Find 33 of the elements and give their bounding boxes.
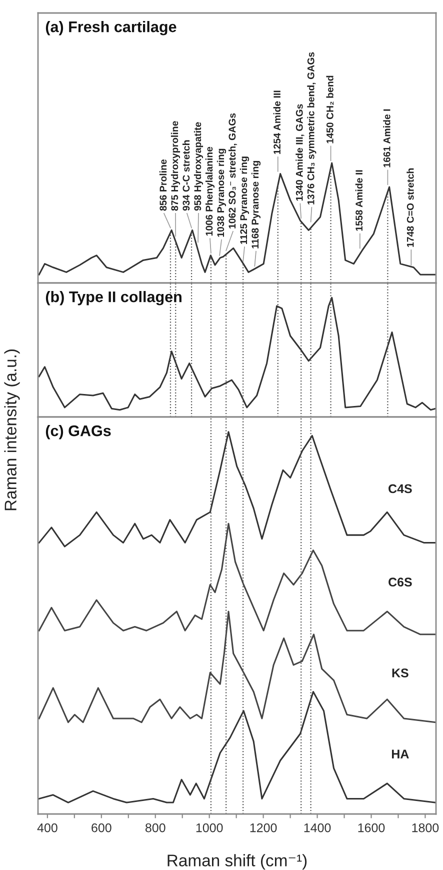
- series-label: C4S: [388, 484, 412, 494]
- x-tick-label: 800: [145, 823, 166, 832]
- annotation: 934 C-C stretch: [182, 140, 190, 211]
- y-axis-title: Raman intensity (a.u.): [4, 350, 20, 510]
- text: HA: [392, 750, 409, 758]
- annotation: 1340 Amide III, GAGs: [296, 104, 304, 201]
- annotation: 856 Proline: [159, 159, 167, 211]
- annotation: 1168 Pyranose ring: [251, 160, 261, 248]
- x-tick-label: 1400: [304, 823, 331, 832]
- annotation: 1038 Pyranose ring: [216, 148, 226, 237]
- x-tick-label: 1600: [358, 823, 385, 832]
- annotation: 1254 Amide III: [273, 90, 280, 154]
- annotation: 1450 CH₂ bend: [326, 76, 334, 144]
- chart-title: (c) GAGs: [46, 425, 111, 440]
- annotation: 875 Hydroxyproline: [170, 121, 180, 211]
- x-tick-label: 1800: [412, 823, 439, 832]
- x-axis-title: Raman shift (cm⁻¹): [168, 854, 307, 870]
- x-tick-label: 400: [37, 823, 58, 832]
- annotation: 1006 Phenylalanine: [205, 146, 215, 236]
- chart-title: (a) Fresh cartilage: [46, 21, 176, 36]
- annotation: 1062 SO₃⁻ stretch, GAGs: [228, 113, 238, 228]
- series-label: KS: [392, 668, 408, 678]
- text: C6S: [388, 578, 412, 587]
- chart-title: (b) Type II collagen: [46, 291, 182, 306]
- annotation: 1558 Amide II: [355, 170, 363, 231]
- annotation: 1661 Amide I: [383, 109, 390, 168]
- x-tick-label: 1000: [196, 823, 223, 832]
- annotation: 1125 Pyranose ring: [240, 156, 250, 244]
- annotation: 1376 CH₃ symmetric bend, GAGs: [307, 52, 316, 204]
- x-tick-label: 1200: [250, 823, 277, 832]
- annotation: 1748 C=O stretch: [406, 168, 414, 247]
- annotation: 958 Hydroxyapatite: [194, 122, 204, 211]
- x-tick-label: 600: [92, 823, 112, 832]
